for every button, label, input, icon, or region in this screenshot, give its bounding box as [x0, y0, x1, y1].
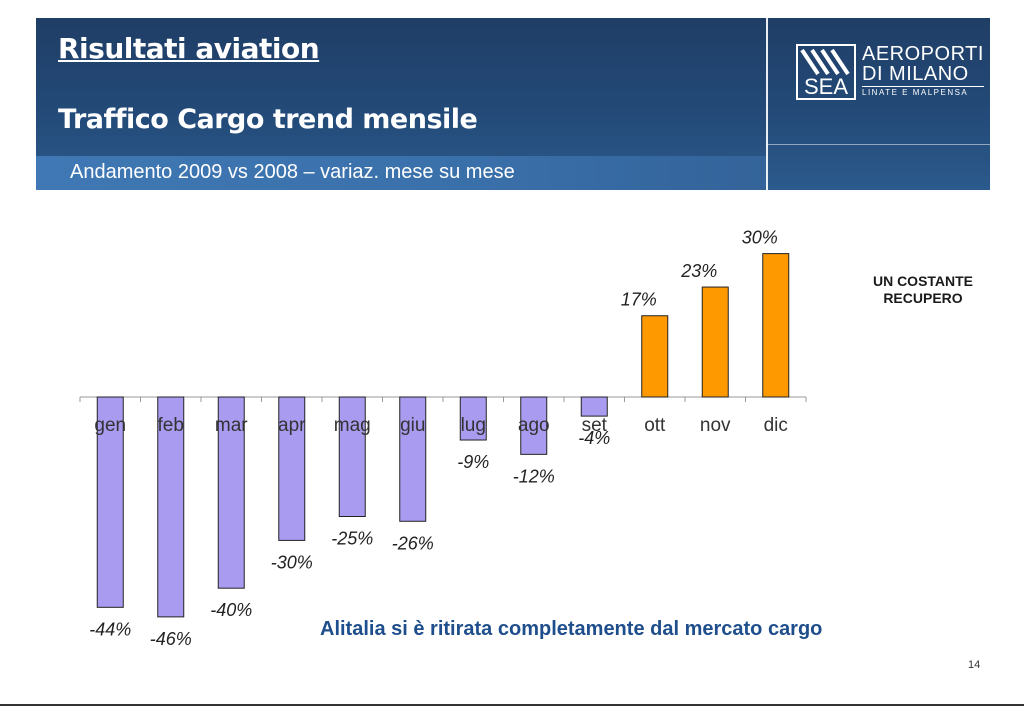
logo-mark-text: SEA [804, 74, 848, 98]
category-label-mag: mag [334, 415, 371, 436]
side-note: UN COSTANTE RECUPERO [872, 273, 974, 306]
logo-line-3: LINATE E MALPENSA [862, 86, 984, 97]
header-banner: Risultati aviation Traffico Cargo trend … [36, 18, 990, 190]
category-label-mar: mar [215, 415, 248, 436]
value-label-nov: 23% [680, 261, 717, 281]
value-label-set: -4% [578, 428, 610, 448]
logo-wordmark: AEROPORTI DI MILANO LINATE E MALPENSA [862, 44, 984, 97]
category-label-giu: giu [400, 415, 425, 436]
bar-set [580, 396, 608, 417]
value-label-ago: -12% [513, 466, 555, 486]
value-label-gen: -44% [89, 619, 131, 639]
bar-dic [762, 253, 790, 398]
bar-ott [641, 315, 669, 398]
sea-logo-icon: SEA [800, 48, 850, 99]
category-label-ago: ago [518, 415, 550, 436]
sea-logo: SEA [796, 44, 856, 100]
category-label-feb: feb [158, 415, 184, 436]
bar-apr [278, 396, 306, 541]
value-label-giu: -26% [392, 533, 434, 553]
bar-mag [338, 396, 366, 517]
chart-caption: Andamento 2009 vs 2008 – variaz. mese su… [70, 161, 515, 183]
header-subtitle-band [36, 156, 766, 190]
category-label-ott: ott [644, 415, 666, 436]
value-label-apr: -30% [271, 552, 313, 572]
logo-line-1: AEROPORTI [862, 43, 984, 65]
value-label-ott: 17% [621, 290, 657, 310]
value-label-lug: -9% [457, 452, 489, 472]
bar-feb [157, 396, 185, 618]
bottom-border [0, 704, 1024, 706]
bar-giu [399, 396, 427, 522]
category-label-set: set [582, 415, 608, 436]
bar-nov [701, 286, 729, 398]
category-label-nov: nov [700, 415, 731, 436]
category-label-lug: lug [461, 415, 486, 436]
category-label-dic: dic [764, 415, 788, 436]
page-title: Risultati aviation [58, 32, 320, 65]
value-label-dic: 30% [742, 228, 778, 248]
header-divider [766, 18, 768, 190]
value-label-mar: -40% [210, 600, 252, 620]
value-label-feb: -46% [150, 629, 192, 649]
bar-ago [520, 396, 548, 455]
bar-lug [459, 396, 487, 441]
value-label-mag: -25% [331, 529, 373, 549]
page-subtitle: Traffico Cargo trend mensile [58, 104, 478, 135]
page-number: 14 [968, 659, 981, 671]
bar-mar [217, 396, 245, 589]
bottom-note: Alitalia si è ritirata completamente dal… [320, 618, 823, 640]
logo-line-2: DI MILANO [862, 63, 969, 85]
header-rule [766, 144, 990, 145]
category-label-gen: gen [94, 415, 126, 436]
category-label-apr: apr [278, 415, 306, 436]
bar-gen [96, 396, 124, 608]
